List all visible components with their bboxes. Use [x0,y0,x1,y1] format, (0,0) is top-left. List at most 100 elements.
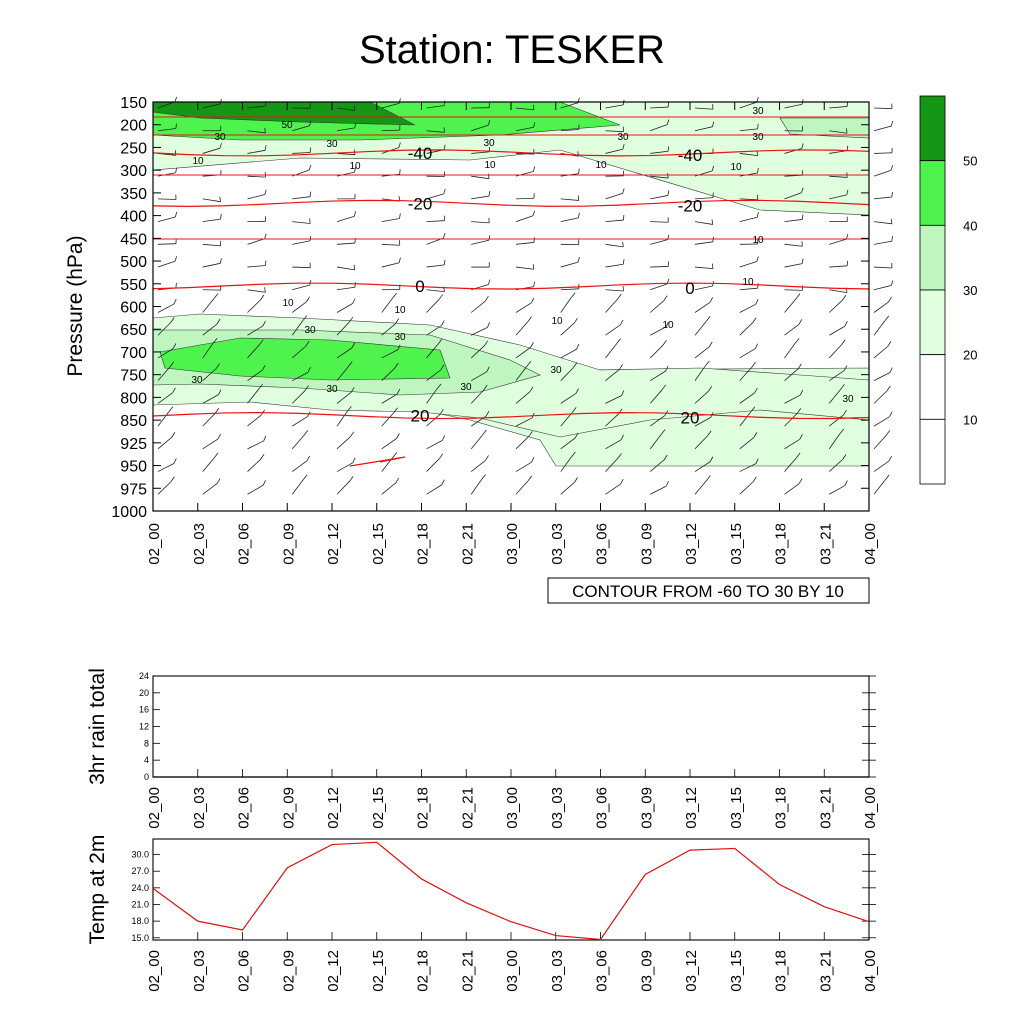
wind-barb-flag [620,479,624,485]
wind-speed-label: 30 [752,106,764,117]
wind-barb-flag [844,321,848,327]
wind-barb [784,457,797,472]
rain-panel-x-tick-label: 02_06 [236,787,253,829]
rain-panel-y-tick-label: 8 [144,738,149,748]
wind-barb [694,107,713,110]
wind-barb [560,393,577,404]
wind-barb-flag [443,100,446,106]
wind-barb-flag [797,363,802,370]
wind-barb [560,217,579,223]
wind-barb-flag [258,383,263,390]
wind-barb [426,440,443,450]
wind-barb-flag [487,322,490,328]
wind-barb [784,192,802,200]
wind-barb-flag [302,474,308,481]
wind-barb-flag [578,168,580,174]
wind-barb-flag [622,259,625,265]
wind-barb [202,262,221,268]
wind-barb [694,365,706,381]
wind-barb [202,243,221,247]
wind-barb [784,413,798,427]
wind-barb [515,107,534,111]
wind-barb [381,243,400,246]
wind-barb [426,264,445,268]
wind-barb [426,484,442,495]
colorbar-segment [919,289,946,356]
wind-barb [247,299,261,313]
wind-barb [292,240,310,245]
wind-barb [739,392,755,404]
wind-barb-flag [530,342,534,348]
x-tick-label: 03_09 [638,523,655,565]
wind-barb [739,198,758,201]
temp-panel-y-tick-label: 24.0 [131,883,149,893]
temperature-contour-line [152,282,870,290]
wind-barb [426,369,442,381]
wind-barb-flag [706,315,711,322]
wind-barb-flag [174,211,178,218]
wind-barb-flag [706,475,711,481]
wind-barb [784,148,802,154]
wind-barb-flag [392,452,398,458]
wind-barb [829,106,848,109]
rain-panel-y-axis-label: 3hr rain total [86,668,109,785]
wind-barb [336,347,353,359]
wind-barb-flag [708,386,713,392]
wind-barb [157,172,176,177]
wind-barb [605,458,619,472]
wind-barb [560,297,572,313]
wind-barb [336,411,348,427]
wind-speed-label: 30 [191,375,203,386]
wind-barb-flag [617,453,622,459]
wind-barb [515,197,535,200]
wind-barb [202,412,216,427]
wind-barb-flag [846,189,849,195]
y-tick-label: 1000 [111,504,147,521]
temperature-contour-label: 0 [685,279,694,298]
wind-barb-flag [309,218,311,224]
wind-barb [470,345,485,359]
wind-barb [873,320,886,336]
temp-panel-x-tick-label: 03_18 [773,950,790,992]
wind-barb-flag [798,319,803,325]
wind-barb-flag [264,233,267,239]
wind-barb [739,128,758,132]
wind-barb [202,147,221,154]
wind-barb [694,320,707,336]
wind-barb [336,321,350,336]
wind-speed-label: 30 [752,132,764,143]
wind-barb-flag [437,338,443,345]
wind-barb-flag [617,293,622,300]
wind-barb [515,242,534,245]
rain-panel-x-tick-label: 02_09 [280,787,297,829]
wind-barb [873,125,892,132]
wind-barb-flag [620,434,624,441]
wind-barb-flag [350,387,355,393]
rain-panel-x-tick-label: 04_00 [862,787,879,829]
wind-barb [426,388,438,404]
wind-speed-label: 10 [349,161,361,172]
wind-barb [381,482,396,495]
wind-barb-flag [756,97,759,103]
y-tick-label: 550 [120,277,147,294]
wind-barb-flag [443,233,446,239]
y-tick-label: 700 [120,345,147,362]
wind-barb [336,127,355,132]
colorbar-label: 50 [963,154,977,169]
wind-barb-flag [572,362,578,368]
wind-barb [471,460,486,472]
wind-speed-label: 30 [304,325,316,336]
wind-barb-flag [436,383,442,390]
wind-barb-flag [482,429,487,436]
wind-speed-label: 10 [192,156,204,167]
wind-barb [605,192,623,200]
wind-barb [157,411,170,427]
wind-barb-flag [890,120,894,127]
wind-barb [381,102,400,109]
temp-panel-frame [152,838,870,941]
wind-barb-flag [794,338,800,344]
x-tick-label: 03_06 [594,523,611,565]
wind-barb [157,366,171,381]
wind-barb [470,434,483,450]
